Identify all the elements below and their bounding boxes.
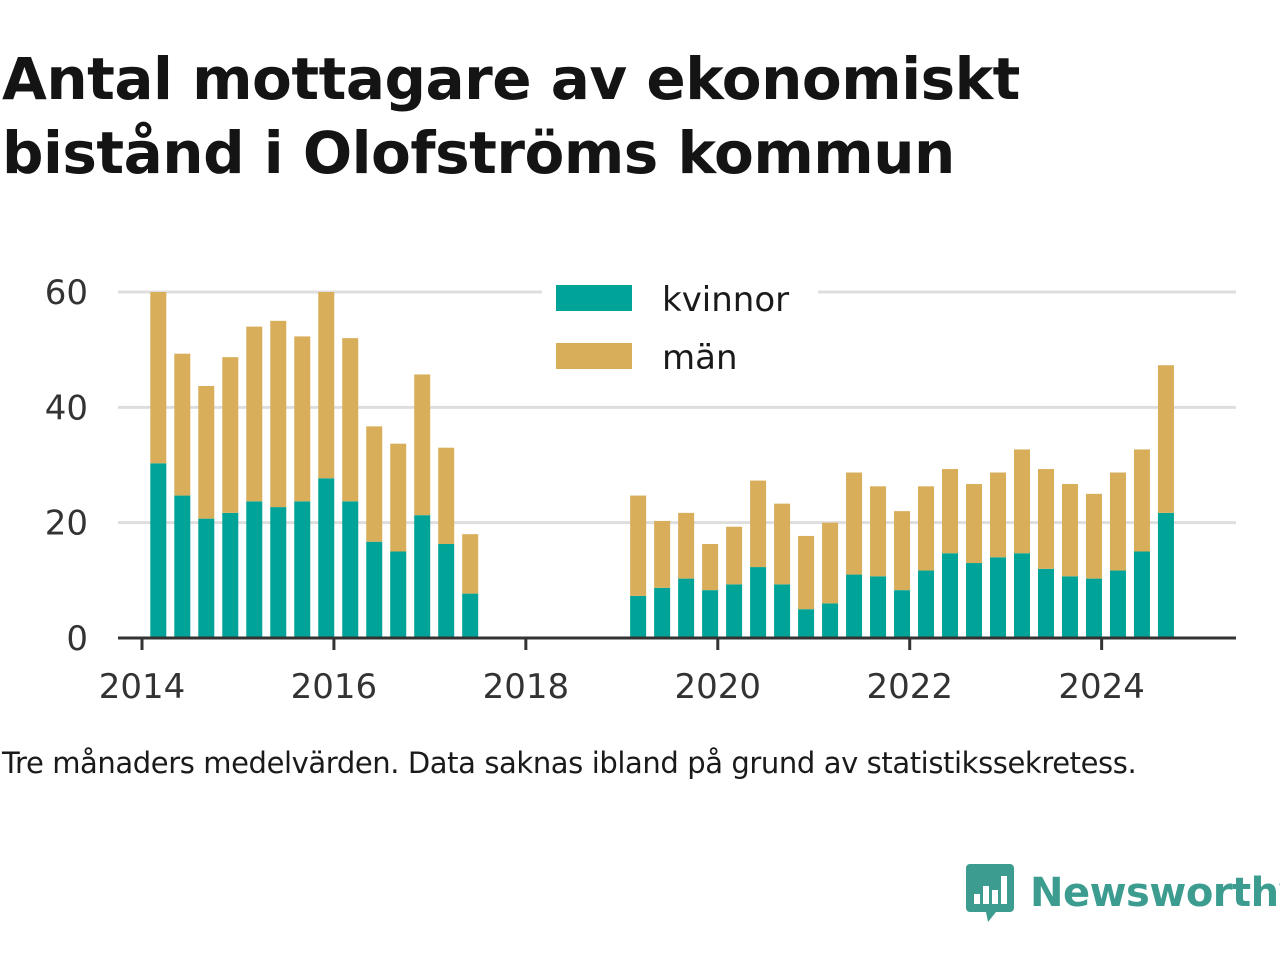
bar-kvinnor-35 bbox=[1133, 551, 1150, 638]
legend-swatch-man bbox=[556, 343, 632, 369]
bar-kvinnor-21 bbox=[798, 609, 815, 638]
bar-kvinnor-10 bbox=[390, 551, 407, 638]
bar-man-1 bbox=[174, 353, 191, 496]
x-tick-label-2020: 2020 bbox=[675, 667, 762, 707]
y-tick-label-40: 40 bbox=[45, 388, 88, 428]
bar-kvinnor-20 bbox=[774, 584, 791, 638]
bar-man-35 bbox=[1133, 449, 1150, 552]
bar-kvinnor-26 bbox=[918, 570, 935, 638]
bar-kvinnor-27 bbox=[942, 553, 959, 638]
bar-kvinnor-5 bbox=[270, 507, 287, 638]
bar-man-34 bbox=[1109, 472, 1126, 571]
bar-man-32 bbox=[1061, 484, 1078, 577]
x-tick-label-2024: 2024 bbox=[1058, 667, 1145, 707]
bar-man-19 bbox=[750, 480, 767, 568]
bar-kvinnor-4 bbox=[246, 501, 263, 638]
legend-label-man: män bbox=[662, 338, 738, 378]
bar-man-31 bbox=[1037, 469, 1054, 569]
bar-kvinnor-13 bbox=[462, 593, 479, 638]
bar-man-29 bbox=[990, 472, 1007, 558]
bar-man-13 bbox=[462, 534, 479, 594]
bar-man-36 bbox=[1157, 365, 1174, 513]
bar-kvinnor-0 bbox=[150, 463, 167, 638]
y-axis-tick-labels: 0 20 40 60 bbox=[45, 273, 88, 659]
bar-kvinnor-19 bbox=[750, 567, 767, 638]
bar-kvinnor-17 bbox=[702, 590, 719, 638]
bar-kvinnor-22 bbox=[822, 603, 839, 638]
bar-kvinnor-7 bbox=[318, 478, 335, 638]
bar-kvinnor-11 bbox=[414, 515, 431, 638]
bar-kvinnor-9 bbox=[366, 541, 383, 638]
bar-man-23 bbox=[846, 472, 863, 575]
legend: kvinnor män bbox=[542, 278, 818, 388]
bar-kvinnor-24 bbox=[870, 576, 887, 638]
bar-kvinnor-28 bbox=[966, 563, 983, 638]
bar-kvinnor-15 bbox=[654, 587, 671, 638]
bar-kvinnor-32 bbox=[1061, 576, 1078, 638]
bar-kvinnor-18 bbox=[726, 584, 743, 638]
bar-kvinnor-29 bbox=[990, 557, 1007, 638]
bar-man-25 bbox=[894, 511, 911, 591]
bar-man-7 bbox=[318, 292, 335, 479]
y-tick-label-60: 60 bbox=[45, 273, 88, 313]
bar-kvinnor-8 bbox=[342, 501, 359, 638]
legend-swatch-kvinnor bbox=[556, 285, 632, 311]
logo-text: Newsworthy bbox=[1030, 870, 1280, 916]
bar-kvinnor-31 bbox=[1037, 568, 1054, 638]
footnote: Tre månaders medelvärden. Data saknas ib… bbox=[2, 746, 1137, 780]
bar-kvinnor-1 bbox=[174, 495, 191, 638]
y-tick-label-20: 20 bbox=[45, 504, 88, 544]
bar-kvinnor-25 bbox=[894, 590, 911, 638]
bar-kvinnor-14 bbox=[630, 595, 647, 638]
bar-man-6 bbox=[294, 336, 311, 502]
bar-kvinnor-2 bbox=[198, 518, 215, 638]
bar-man-15 bbox=[654, 520, 671, 588]
bar-kvinnor-3 bbox=[222, 512, 239, 638]
y-tick-label-0: 0 bbox=[66, 619, 88, 659]
bar-man-2 bbox=[198, 385, 215, 519]
bar-man-33 bbox=[1085, 493, 1102, 579]
bar-man-24 bbox=[870, 486, 887, 577]
bar-man-5 bbox=[270, 320, 287, 508]
bar-kvinnor-16 bbox=[678, 578, 695, 638]
bar-kvinnor-30 bbox=[1013, 553, 1030, 638]
bar-man-27 bbox=[942, 469, 959, 554]
bar-man-10 bbox=[390, 443, 407, 552]
bar-man-30 bbox=[1013, 449, 1030, 554]
newsworthy-chart-bubble-icon bbox=[966, 864, 1014, 922]
bar-kvinnor-33 bbox=[1085, 578, 1102, 638]
legend-label-kvinnor: kvinnor bbox=[662, 280, 789, 320]
x-axis: 2014 2016 2018 2020 2022 2024 bbox=[99, 636, 1236, 707]
bar-man-20 bbox=[774, 503, 791, 585]
bar-kvinnor-23 bbox=[846, 574, 863, 638]
bar-kvinnor-12 bbox=[438, 544, 455, 638]
bar-kvinnor-36 bbox=[1157, 512, 1174, 638]
bar-man-11 bbox=[414, 374, 431, 516]
bars bbox=[150, 292, 1174, 638]
bar-man-0 bbox=[150, 292, 167, 464]
bar-man-16 bbox=[678, 512, 695, 579]
bar-man-17 bbox=[702, 544, 719, 591]
bar-man-12 bbox=[438, 447, 455, 545]
bar-man-28 bbox=[966, 484, 983, 564]
x-tick-label-2016: 2016 bbox=[291, 667, 378, 707]
x-tick-label-2022: 2022 bbox=[866, 667, 953, 707]
bar-man-22 bbox=[822, 522, 839, 604]
bar-man-9 bbox=[366, 426, 383, 542]
bar-man-21 bbox=[798, 535, 815, 610]
bar-man-3 bbox=[222, 357, 239, 513]
bar-man-14 bbox=[630, 495, 647, 596]
bar-man-18 bbox=[726, 526, 743, 585]
bar-man-4 bbox=[246, 326, 263, 502]
bar-man-8 bbox=[342, 338, 359, 502]
stacked-bar-chart: 0 20 40 60 2014 2016 2018 2020 2022 2024 kvinnor… bbox=[45, 273, 1236, 707]
newsworthy-logo: Newsworthy bbox=[964, 862, 1280, 924]
bar-kvinnor-34 bbox=[1109, 570, 1126, 638]
chart-title: Antal mottagare av ekonomiskt bistånd i … bbox=[2, 45, 1020, 187]
bar-kvinnor-6 bbox=[294, 501, 311, 638]
x-tick-label-2018: 2018 bbox=[483, 667, 570, 707]
bar-man-26 bbox=[918, 486, 935, 571]
x-tick-label-2014: 2014 bbox=[99, 667, 186, 707]
